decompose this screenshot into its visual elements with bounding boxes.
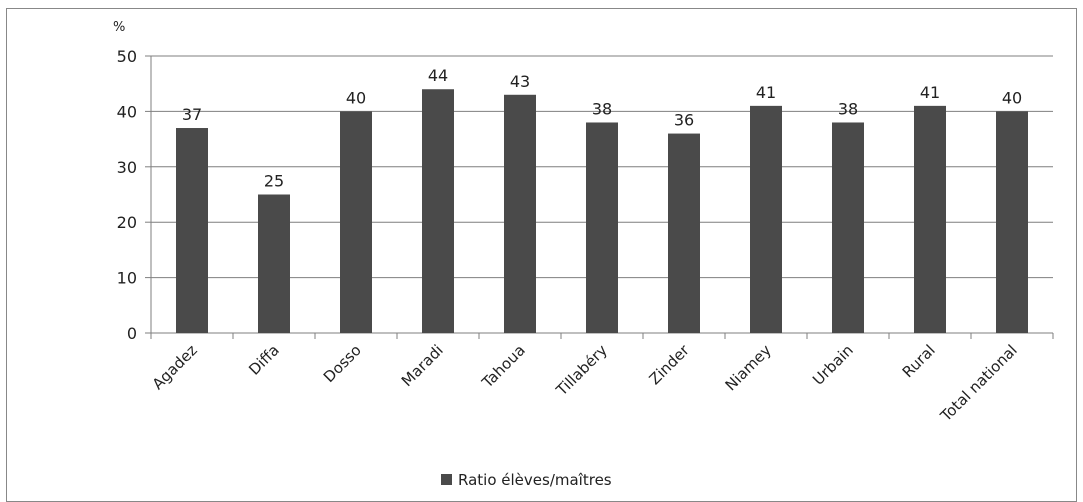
legend-swatch (441, 474, 452, 485)
bar-2 (340, 111, 372, 334)
data-label-1: 25 (264, 172, 284, 191)
data-label-0: 37 (182, 105, 202, 124)
y-tick-label-30: 30 (117, 158, 137, 177)
y-tick-label-0: 0 (127, 324, 137, 343)
x-tick-label-9: Rural (899, 341, 939, 381)
y-tick-label-20: 20 (117, 213, 137, 232)
x-tick-label-5: Tillabéry (552, 341, 611, 400)
bar-3 (422, 89, 454, 334)
bar-7 (750, 105, 782, 333)
bar-1 (258, 194, 290, 333)
bar-9 (914, 105, 946, 333)
x-tick-label-2: Dosso (320, 341, 365, 386)
y-tick-label-10: 10 (117, 269, 137, 288)
bar-4 (504, 94, 536, 333)
data-label-6: 36 (674, 111, 694, 130)
bars (176, 89, 1028, 334)
bar-10 (996, 111, 1028, 334)
x-tick-label-7: Niamey (722, 341, 775, 394)
x-tick-label-1: Diffa (245, 341, 283, 379)
legend-label-ratio: Ratio élèves/maîtres (458, 471, 612, 489)
data-label-9: 41 (920, 83, 940, 102)
data-label-7: 41 (756, 83, 776, 102)
y-tick-label-40: 40 (117, 102, 137, 121)
data-label-3: 44 (428, 66, 448, 85)
y-unit-label: % (113, 20, 125, 35)
bar-6 (668, 133, 700, 333)
bar-8 (832, 122, 864, 333)
data-label-4: 43 (510, 72, 530, 91)
x-tick-labels: Agadez Diffa Dosso Maradi Tahoua Tillabéry Zin… (149, 341, 1021, 426)
data-label-5: 38 (592, 99, 612, 118)
x-tick-label-8: Urbain (809, 341, 857, 389)
data-label-10: 40 (1002, 88, 1022, 107)
y-tick-labels: 0 10 20 30 40 50 (117, 47, 137, 343)
x-tick-label-4: Tahoua (478, 341, 529, 392)
legend: Ratio élèves/maîtres (441, 471, 612, 489)
data-labels: 37 25 40 44 43 38 36 41 38 41 40 (182, 66, 1022, 190)
x-tick-label-10: Total national (936, 341, 1021, 426)
x-tick-label-0: Agadez (149, 341, 201, 393)
bar-0 (176, 128, 208, 333)
x-tick-label-3: Maradi (398, 341, 447, 390)
bar-5 (586, 122, 618, 333)
data-label-2: 40 (346, 88, 366, 107)
y-tick-label-50: 50 (117, 47, 137, 66)
x-tick-label-6: Zinder (646, 341, 694, 389)
data-label-8: 38 (838, 99, 858, 118)
